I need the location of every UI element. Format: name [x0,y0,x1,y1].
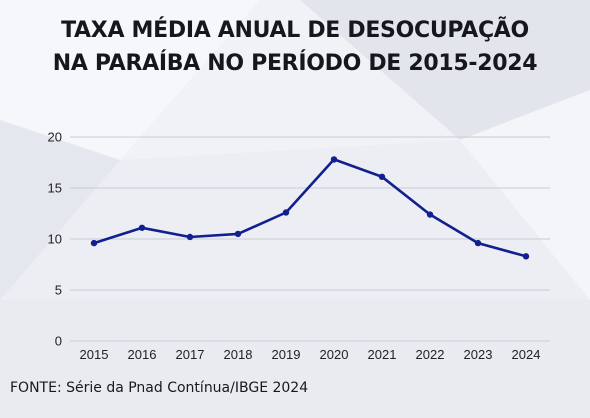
data-point-2016 [138,224,146,231]
x-tick-label-2019: 2019 [272,347,301,362]
y-tick-label-10: 10 [48,232,62,247]
grid-lines [70,136,550,342]
title-line-2: NA PARAÍBA NO PERÍODO DE 2015-2024 [52,51,538,76]
data-points [90,156,530,260]
data-point-2015 [90,239,98,247]
x-tick-label-2018: 2018 [224,347,253,362]
title-line-1: TAXA MÉDIA ANUAL DE DESOCUPAÇÃO [61,18,529,43]
x-tick-label-2024: 2024 [512,347,541,362]
series-line-0 [92,158,528,258]
y-tick-label-15: 15 [48,181,62,196]
y-tick-label-0: 0 [55,334,62,349]
x-tick-label-2022: 2022 [416,347,445,362]
data-point-2021 [378,173,386,180]
x-axis-ticks: 2015 2016 2017 2018 2019 2020 2021 2022 2023 2024 [80,347,541,362]
x-tick-label-2021: 2021 [368,347,397,362]
x-tick-label-2020: 2020 [320,347,349,362]
y-tick-label-5: 5 [55,283,62,298]
chart-title: TAXA MÉDIA ANUAL DE DESOCUPAÇÃO NA PARAÍ… [0,14,590,80]
data-point-2024 [522,253,530,260]
y-tick-label-20: 20 [48,130,62,145]
x-tick-label-2015: 2015 [80,347,109,362]
x-tick-label-2016: 2016 [128,347,157,362]
data-point-2018 [234,230,242,238]
x-tick-label-2017: 2017 [176,347,205,362]
y-axis-ticks: 0 5 10 15 20 [48,130,62,349]
data-point-2019 [282,209,290,216]
source-note: FONTE: Série da Pnad Contínua/IBGE 2024 [10,380,309,396]
series-lines [92,158,528,258]
data-point-2023 [474,239,482,247]
data-point-2020 [330,156,338,163]
data-point-2017 [186,233,194,241]
data-point-2022 [426,211,434,218]
x-tick-label-2023: 2023 [464,347,493,362]
